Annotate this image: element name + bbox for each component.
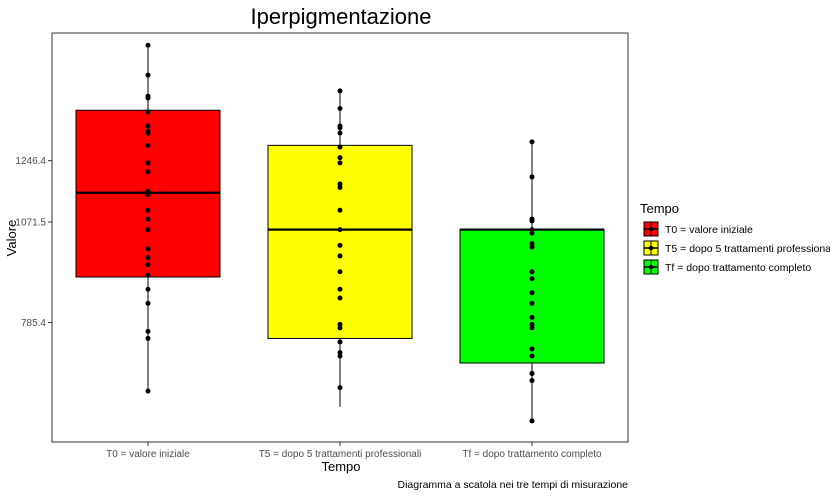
chart-caption: Diagramma a scatola nei tre tempi di mis… — [397, 479, 628, 491]
data-point — [145, 72, 151, 78]
data-point — [529, 174, 535, 180]
data-point — [529, 418, 535, 424]
data-point — [529, 276, 535, 282]
data-point — [337, 184, 343, 190]
x-axis: T0 = valore iniziale T5 = dopo 5 trattame… — [106, 442, 602, 460]
box-2 — [267, 88, 413, 407]
data-point — [529, 314, 535, 320]
data-point — [145, 246, 151, 252]
data-point — [145, 169, 151, 175]
data-point — [337, 155, 343, 161]
data-point — [529, 139, 535, 145]
legend-item-3: Tf = dopo trattamento completo — [643, 259, 811, 275]
data-point — [529, 290, 535, 296]
data-point — [337, 321, 343, 327]
data-point — [145, 262, 151, 268]
data-point — [529, 218, 535, 224]
box-body — [267, 144, 413, 339]
y-axis-title: Valore — [4, 220, 19, 257]
data-point — [337, 286, 343, 292]
data-point — [145, 335, 151, 341]
box-1 — [75, 42, 221, 394]
data-point — [529, 241, 535, 247]
x-axis-title: Tempo — [321, 459, 360, 474]
data-point — [529, 346, 535, 352]
data-point — [529, 378, 535, 384]
data-point — [529, 300, 535, 306]
data-point — [337, 353, 343, 359]
data-point — [337, 160, 343, 166]
y-tick-label: 1071.5 — [15, 218, 46, 229]
legend-key-point — [648, 226, 654, 232]
box-body — [459, 229, 605, 364]
data-point — [337, 385, 343, 391]
legend-label: T5 = dopo 5 trattamenti professionali — [665, 243, 830, 255]
data-point — [145, 300, 151, 306]
data-point — [145, 227, 151, 233]
legend: Tempo T0 = valore iniziale T5 = dopo 5 tr… — [640, 201, 830, 275]
data-point — [145, 388, 151, 394]
data-point — [145, 109, 151, 115]
data-point — [529, 230, 535, 236]
data-point — [337, 269, 343, 275]
data-point — [145, 191, 151, 197]
data-point — [145, 255, 151, 261]
data-point — [145, 42, 151, 48]
data-point — [337, 88, 343, 94]
data-point — [145, 142, 151, 148]
data-point — [337, 295, 343, 301]
y-axis: 785.4 1071.5 1246.4 — [15, 156, 52, 329]
data-point — [337, 207, 343, 213]
data-point — [145, 286, 151, 292]
legend-label: T0 = valore iniziale — [665, 224, 753, 236]
data-point — [337, 253, 343, 259]
data-point — [529, 321, 535, 327]
data-point — [145, 95, 151, 101]
legend-label: Tf = dopo trattamento completo — [665, 262, 811, 274]
data-point — [337, 181, 343, 187]
legend-title: Tempo — [640, 201, 679, 216]
legend-key-point — [648, 264, 654, 270]
x-tick-label: Tf = dopo trattamento completo — [462, 449, 602, 460]
boxes-layer — [75, 42, 605, 424]
x-tick-label: T0 = valore iniziale — [106, 449, 190, 460]
y-tick-label: 1246.4 — [15, 156, 46, 167]
y-tick-label: 785.4 — [21, 318, 46, 329]
data-point — [337, 242, 343, 248]
data-point — [337, 144, 343, 150]
data-point — [337, 125, 343, 131]
data-point — [145, 207, 151, 213]
data-point — [337, 130, 343, 136]
data-point — [529, 325, 535, 331]
data-point — [337, 227, 343, 233]
data-point — [145, 216, 151, 222]
legend-item-2: T5 = dopo 5 trattamenti professionali — [643, 240, 830, 256]
chart-title: Iperpigmentazione — [250, 4, 431, 29]
data-point — [529, 227, 535, 233]
box-3 — [459, 139, 605, 424]
data-point — [337, 339, 343, 345]
legend-key-point — [648, 245, 654, 251]
data-point — [529, 269, 535, 275]
data-point — [529, 371, 535, 377]
data-point — [337, 325, 343, 331]
data-point — [337, 105, 343, 111]
data-point — [337, 349, 343, 355]
x-tick-label: T5 = dopo 5 trattamenti professionali — [259, 449, 422, 460]
data-point — [529, 244, 535, 250]
data-point — [145, 328, 151, 334]
data-point — [529, 353, 535, 359]
legend-item-1: T0 = valore iniziale — [643, 221, 753, 237]
data-point — [145, 130, 151, 136]
data-point — [145, 272, 151, 278]
data-point — [145, 123, 151, 129]
data-point — [145, 160, 151, 166]
